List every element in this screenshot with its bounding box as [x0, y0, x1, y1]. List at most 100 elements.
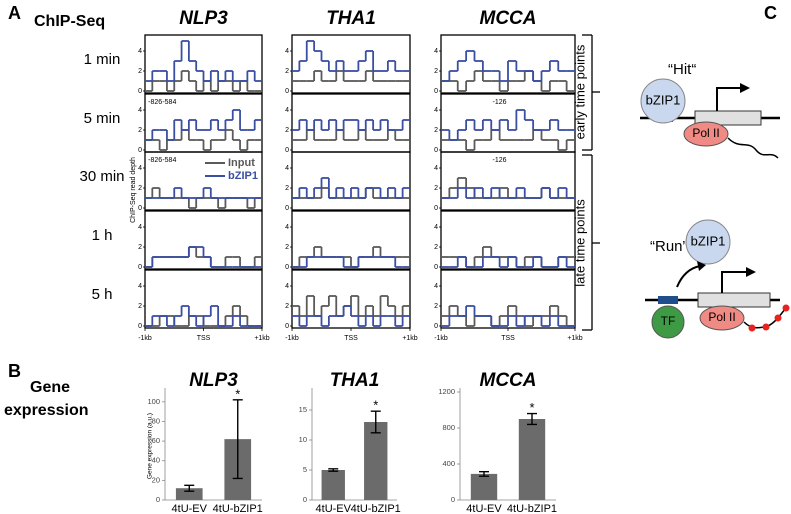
track-frame [440, 210, 576, 270]
x-tick-label: 4tU-bZIP1 [213, 503, 263, 514]
y-tick-label: 0 [303, 495, 307, 504]
x-tick-label: TSS [197, 335, 211, 342]
track-frame [291, 210, 411, 270]
model-hit: “Hit“ bZIP1 Pol II [640, 61, 780, 159]
error-bar [479, 470, 489, 477]
legend-label: bZIP1 [228, 170, 258, 182]
x-tick-label: +1kb [402, 335, 417, 342]
bracket-label: early time points [572, 44, 587, 139]
y-tick-label: 5 [303, 465, 307, 474]
tf-circle [651, 305, 685, 339]
x-tick-label: 4tU-EV [466, 503, 502, 514]
y-axis-label: ChIP-Seq read depth [130, 157, 137, 223]
y-tick-label: 0 [285, 323, 289, 330]
y-tick-label: 2 [285, 185, 289, 192]
bzip1-circle [685, 219, 731, 265]
track-frame [440, 151, 576, 211]
x-tick-label: 4tU-bZIP1 [351, 503, 401, 514]
y-tick-label: 4 [285, 48, 289, 55]
error-bar [370, 410, 381, 434]
time-point-label: 1 min [84, 51, 121, 68]
site-label: -126 [493, 99, 507, 106]
y-tick-label: 2 [285, 127, 289, 134]
significance-mark: * [235, 386, 240, 401]
y-tick-label: 4 [285, 107, 289, 114]
chart-title: THA1 [330, 370, 380, 391]
bracket-label: late time points [572, 199, 587, 287]
y-tick-label: 2 [285, 68, 289, 75]
y-tick-label: 0 [138, 323, 142, 330]
y-tick-label: 0 [434, 147, 438, 154]
track-frame [291, 34, 411, 94]
y-tick-label: 4 [285, 224, 289, 231]
bar [470, 473, 498, 500]
panel-letter: C [764, 3, 777, 23]
model-label: bZIP1 [691, 233, 726, 248]
gene-box [694, 110, 762, 126]
y-tick-label: 4 [138, 107, 142, 114]
x-tick-label: TSS [501, 335, 515, 342]
x-tick-label: 4tU-bZIP1 [507, 503, 557, 514]
x-tick-label: -1kb [138, 335, 152, 342]
y-axis-label: Gene expression (a.u.) [147, 413, 154, 479]
model-label: Pol II [708, 310, 735, 324]
y-tick-label: 2 [138, 68, 142, 75]
y-tick-label: 400 [442, 459, 455, 468]
y-tick-label: 2 [434, 127, 438, 134]
track-frame [144, 151, 263, 211]
error-bar [232, 399, 243, 480]
track-frame [440, 34, 576, 94]
panel-title: ChIP-Seq [34, 13, 105, 30]
y-tick-label: 0 [138, 264, 142, 271]
time-point-label: 30 min [79, 168, 124, 185]
y-tick-label: 2 [138, 127, 142, 134]
y-tick-label: 20 [152, 475, 160, 484]
time-point-label: 1 h [92, 227, 113, 244]
y-tick-label: 60 [152, 436, 160, 445]
bar [175, 488, 203, 500]
pol2 [683, 121, 729, 147]
model-label: bZIP1 [646, 92, 681, 107]
legend-label: Input [228, 157, 255, 169]
model-label: TF [661, 314, 676, 328]
y-tick-label: 4 [434, 165, 438, 172]
gene-box [697, 292, 771, 308]
y-tick-label: 100 [147, 397, 160, 406]
y-tick-label: 0 [434, 205, 438, 212]
y-tick-label: 2 [434, 68, 438, 75]
error-bar [328, 468, 339, 472]
panel-letter: B [8, 361, 21, 381]
chart-title: MCCA [480, 370, 537, 391]
pol2 [699, 305, 745, 331]
bzip1-circle [640, 78, 686, 124]
significance-mark: * [529, 400, 534, 415]
y-tick-label: 0 [138, 88, 142, 95]
x-tick-label: +1kb [567, 335, 582, 342]
x-tick-label: TSS [344, 335, 358, 342]
y-tick-label: 0 [434, 88, 438, 95]
y-tick-label: 2 [138, 244, 142, 251]
y-tick-label: 2 [434, 185, 438, 192]
y-tick-label: 0 [138, 205, 142, 212]
site-label: -126 [493, 157, 507, 164]
x-tick-label: +1kb [254, 335, 269, 342]
y-tick-label: 0 [138, 147, 142, 154]
site-label: -584 [162, 157, 176, 164]
y-tick-label: 4 [434, 224, 438, 231]
y-tick-label: 2 [138, 303, 142, 310]
y-tick-label: 15 [299, 405, 307, 414]
y-tick-label: 0 [285, 147, 289, 154]
y-tick-label: 4 [285, 165, 289, 172]
x-tick-label: 4tU-EV [172, 503, 208, 514]
bracket [582, 34, 600, 331]
y-tick-label: 2 [434, 244, 438, 251]
bar [364, 422, 388, 500]
gene-title: NLP3 [179, 8, 228, 29]
y-tick-label: 0 [285, 88, 289, 95]
y-tick-label: 2 [285, 244, 289, 251]
y-tick-label: 4 [434, 283, 438, 290]
panel-title: Gene [30, 379, 70, 396]
x-tick-label: -1kb [285, 335, 299, 342]
y-tick-label: 80 [152, 416, 160, 425]
